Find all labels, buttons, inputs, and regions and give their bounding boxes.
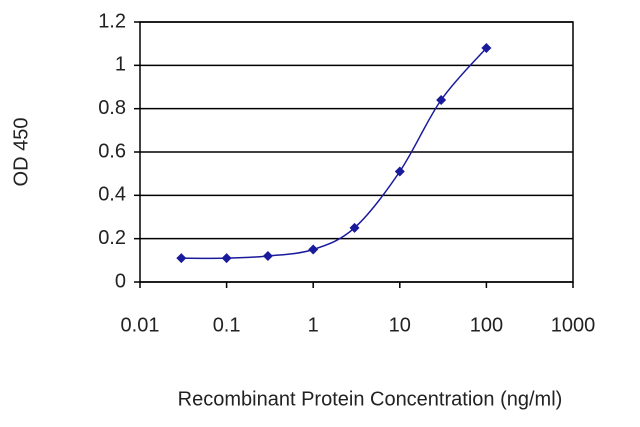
x-tick-label: 10: [389, 314, 411, 336]
x-tick-label: 1000: [551, 314, 596, 336]
y-tick-label: 0.6: [98, 140, 126, 162]
y-tick-label: 0.2: [98, 227, 126, 249]
data-point: [308, 244, 319, 255]
data-point: [349, 222, 360, 233]
data-point: [481, 43, 492, 53]
x-tick-label: 100: [470, 314, 503, 336]
y-tick-label: 0: [115, 270, 126, 292]
x-tick-label: 0.01: [121, 314, 160, 336]
data-point: [221, 253, 232, 264]
y-axis-label: OD 450: [10, 118, 32, 187]
data-point: [262, 251, 273, 261]
data-point: [176, 253, 187, 264]
y-tick-label: 1: [115, 54, 126, 76]
y-tick-label: 0.8: [98, 97, 126, 119]
data-point: [436, 95, 447, 105]
y-tick-label: 1.2: [98, 10, 126, 32]
x-axis-label: Recombinant Protein Concentration (ng/ml…: [178, 388, 563, 410]
data-point: [394, 166, 405, 177]
x-tick-label: 0.1: [213, 314, 241, 336]
x-tick-label: 1: [308, 314, 319, 336]
y-tick-label: 0.4: [98, 184, 126, 206]
